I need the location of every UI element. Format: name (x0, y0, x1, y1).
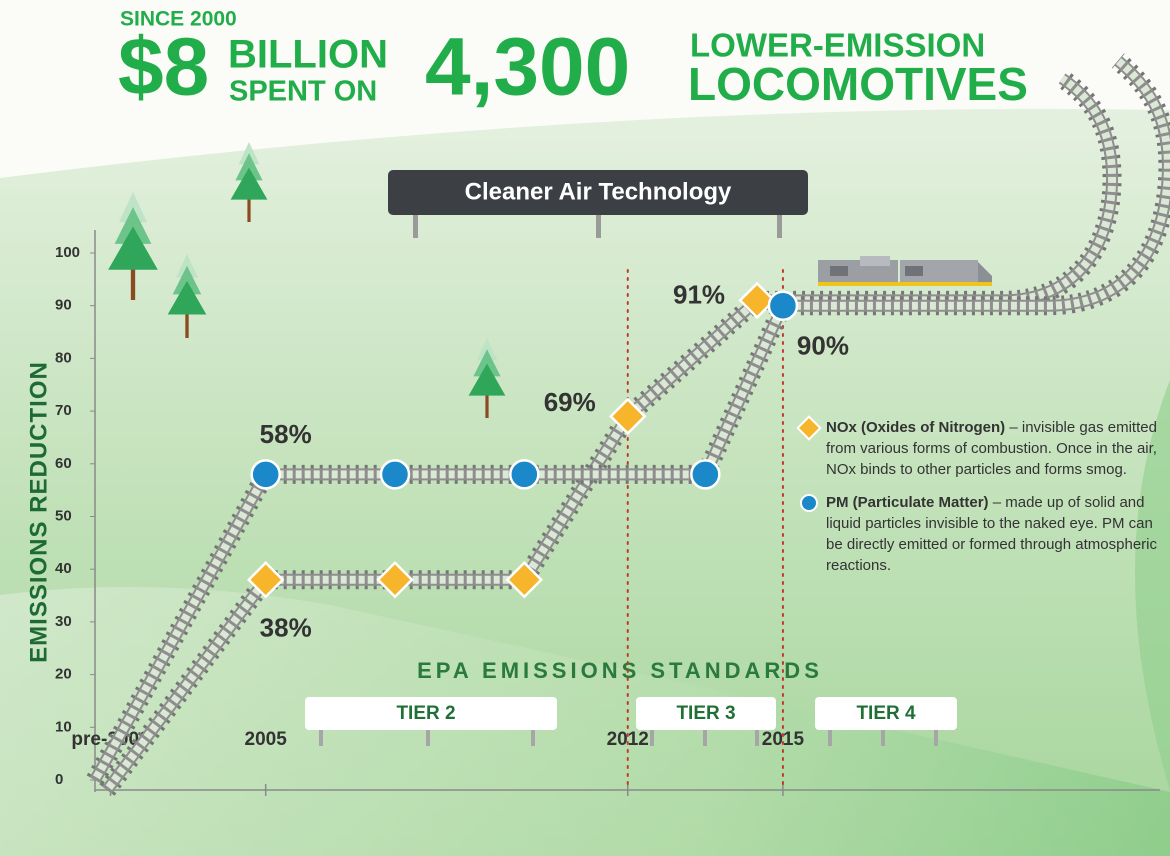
y-tick-label: 80 (55, 349, 72, 366)
legend-name: PM (Particulate Matter) (826, 494, 989, 511)
x-tick-label: 2015 (762, 729, 805, 750)
data-label: 38% (260, 613, 312, 643)
legend-swatch (802, 496, 816, 510)
y-tick-label: 90 (55, 297, 72, 314)
y-tick-label: 30 (55, 613, 72, 630)
y-tick-label: 0 (55, 771, 63, 788)
y-tick-label: 60 (55, 455, 72, 472)
y-tick-label: 40 (55, 560, 72, 577)
legend: NOx (Oxides of Nitrogen) – invisible gas… (800, 417, 1160, 588)
tier-label: TIER 3 (676, 703, 735, 724)
train (818, 256, 992, 286)
y-tick-label: 10 (55, 718, 72, 735)
y-tick-label: 50 (55, 507, 72, 524)
legend-name: NOx (Oxides of Nitrogen) (826, 419, 1005, 436)
y-tick-label: 20 (55, 666, 72, 683)
amount-verb: SPENT ON (229, 76, 377, 108)
chart-title: Cleaner Air Technology (465, 178, 732, 205)
tier-label: TIER 4 (856, 703, 916, 724)
legend-swatch (799, 418, 819, 438)
data-label: 69% (544, 387, 596, 417)
marker-circle (510, 460, 538, 488)
marker-circle (381, 460, 409, 488)
amount-unit: BILLION (228, 33, 388, 77)
legend-item: PM (Particulate Matter) – made up of sol… (800, 492, 1160, 576)
data-label: 91% (673, 279, 725, 309)
tier-label: TIER 2 (396, 703, 455, 724)
marker-circle (691, 460, 719, 488)
standards-title: EPA EMISSIONS STANDARDS (417, 658, 823, 683)
x-tick-label: 2005 (245, 729, 288, 750)
marker-circle (769, 292, 797, 320)
x-tick-label: 2012 (607, 729, 649, 750)
amount: $8 (118, 22, 209, 113)
legend-item: NOx (Oxides of Nitrogen) – invisible gas… (800, 417, 1160, 480)
marker-circle (252, 460, 280, 488)
y-axis-title: EMISSIONS REDUCTION (25, 361, 52, 663)
count: 4,300 (425, 22, 630, 113)
data-label: 90% (797, 331, 849, 361)
data-label: 58% (260, 419, 312, 449)
y-tick-label: 70 (55, 402, 72, 419)
count-line2: LOCOMOTIVES (688, 58, 1028, 110)
infographic: SINCE 2000 $8 BILLION SPENT ON 4,300 LOW… (0, 0, 1170, 856)
y-tick-label: 100 (55, 244, 80, 261)
